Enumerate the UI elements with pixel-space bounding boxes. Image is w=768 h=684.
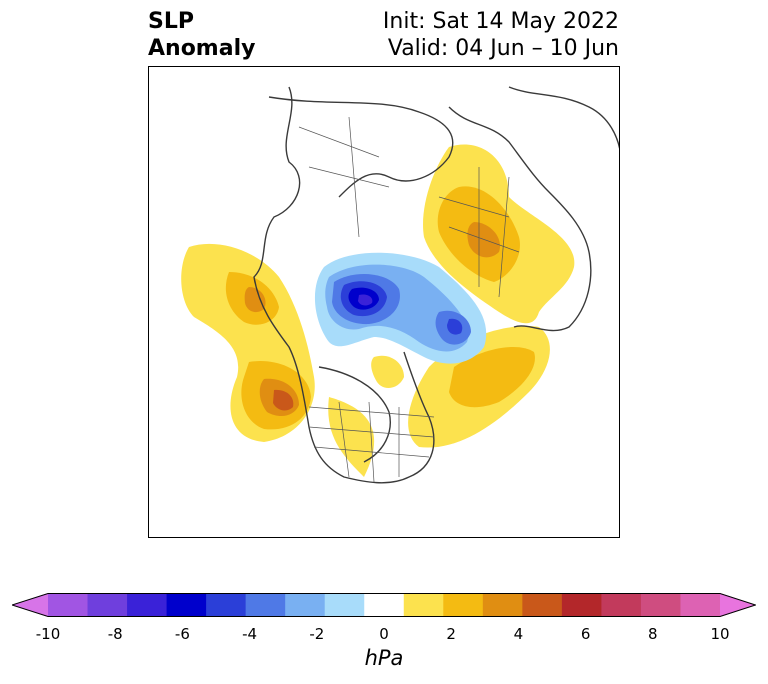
colorbar-tick-label: 0 — [379, 625, 389, 643]
colorbar-tick-label: -2 — [309, 625, 325, 643]
colorbar-segment — [522, 593, 563, 617]
positive-anomaly-pacific — [181, 243, 315, 442]
colorbar-tick-label: 10 — [710, 625, 730, 643]
title-right: Init: Sat 14 May 2022 Valid: 04 Jun – 10… — [383, 8, 619, 62]
colorbar-segment — [640, 593, 681, 617]
title-anomaly: Anomaly — [148, 36, 256, 61]
anomaly-map — [181, 86, 619, 484]
colorbar-segment — [87, 593, 128, 617]
colorbar-segments — [48, 593, 721, 617]
colorbar-segment — [680, 593, 721, 617]
colorbar-tick-label: 6 — [580, 625, 591, 643]
colorbar-segment — [324, 593, 365, 617]
valid-range: Valid: 04 Jun – 10 Jun — [387, 36, 619, 61]
colorbar — [12, 593, 756, 617]
colorbar-segment — [482, 593, 523, 617]
colorbar-segment — [364, 593, 405, 617]
coastlines — [253, 86, 619, 484]
colorbar-tick-label: -6 — [174, 625, 190, 643]
colorbar-extend-high — [720, 593, 756, 617]
colorbar-tick-label: -10 — [35, 625, 61, 643]
colorbar-tick-label: 8 — [648, 625, 658, 643]
colorbar-segment — [245, 593, 286, 617]
negative-anomaly-arctic — [314, 252, 487, 364]
colorbar-tick-label: 2 — [446, 625, 456, 643]
colorbar-segment — [601, 593, 642, 617]
colorbar-segment — [403, 593, 444, 617]
colorbar-segment — [48, 593, 89, 617]
country-borders — [298, 116, 520, 483]
colorbar-units: hPa — [364, 646, 404, 670]
colorbar-extend-low — [12, 593, 48, 617]
colorbar-segment — [206, 593, 247, 617]
colorbar-outline — [12, 593, 756, 617]
colorbar-segment — [166, 593, 207, 617]
map-panel — [148, 66, 620, 538]
title-left: SLP Anomaly — [148, 8, 255, 62]
init-date: Init: Sat 14 May 2022 — [382, 9, 619, 34]
title-variable: SLP — [148, 9, 194, 34]
colorbar-segment — [561, 593, 602, 617]
colorbar-tick-label: 4 — [513, 625, 524, 643]
colorbar-tick-label: -4 — [242, 625, 258, 643]
colorbar-segment — [127, 593, 168, 617]
colorbar-segment — [285, 593, 326, 617]
colorbar-segment — [443, 593, 484, 617]
colorbar-tick-label: -8 — [107, 625, 123, 643]
